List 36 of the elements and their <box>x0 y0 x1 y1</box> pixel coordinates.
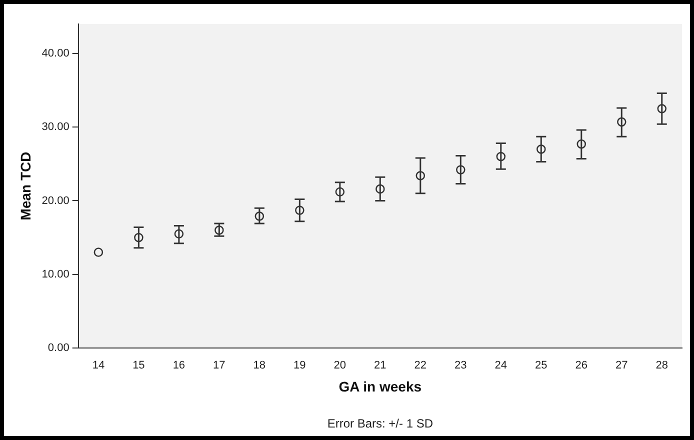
point <box>416 171 426 180</box>
point <box>456 165 466 174</box>
point <box>94 248 104 257</box>
y-tick-label: 30.00 <box>42 121 70 134</box>
x-tick-label: 26 <box>575 360 588 372</box>
text: Error Bars: +/- 1 SD <box>327 416 434 430</box>
x-tick-label: 21 <box>374 360 386 372</box>
x-tick-label: 19 <box>294 360 306 372</box>
x-axis-title: GA in weeks <box>338 378 422 394</box>
point <box>657 104 667 114</box>
x-tick-label: 27 <box>616 360 628 372</box>
y-tick-label: 40.00 <box>42 47 70 60</box>
x-tick-label: 28 <box>656 360 668 372</box>
x-tick-label: 18 <box>253 360 266 372</box>
x-tick-label: 25 <box>535 360 548 372</box>
x-tick-label: 20 <box>334 360 346 372</box>
y-tick-label: 10.00 <box>42 268 70 280</box>
point <box>335 187 345 197</box>
point <box>295 206 304 215</box>
point <box>536 144 546 154</box>
x-tick-label: 22 <box>414 360 427 372</box>
point <box>174 229 184 239</box>
x-tick-label: 16 <box>172 360 186 372</box>
point <box>376 184 385 194</box>
x-tick-label: 15 <box>132 360 145 372</box>
point <box>496 152 506 162</box>
x-tick-label: 24 <box>494 360 508 372</box>
x-tick-label: 17 <box>213 360 226 372</box>
x-tick-label: 23 <box>454 360 467 372</box>
y-tick-label: 0.00 <box>48 342 70 354</box>
y-axis-title: Mean TCD <box>17 152 34 220</box>
point <box>576 139 586 149</box>
y-tick-label: 20.00 <box>42 194 70 207</box>
point <box>134 232 144 242</box>
x-tick-label: 14 <box>92 360 105 372</box>
point <box>616 117 626 127</box>
